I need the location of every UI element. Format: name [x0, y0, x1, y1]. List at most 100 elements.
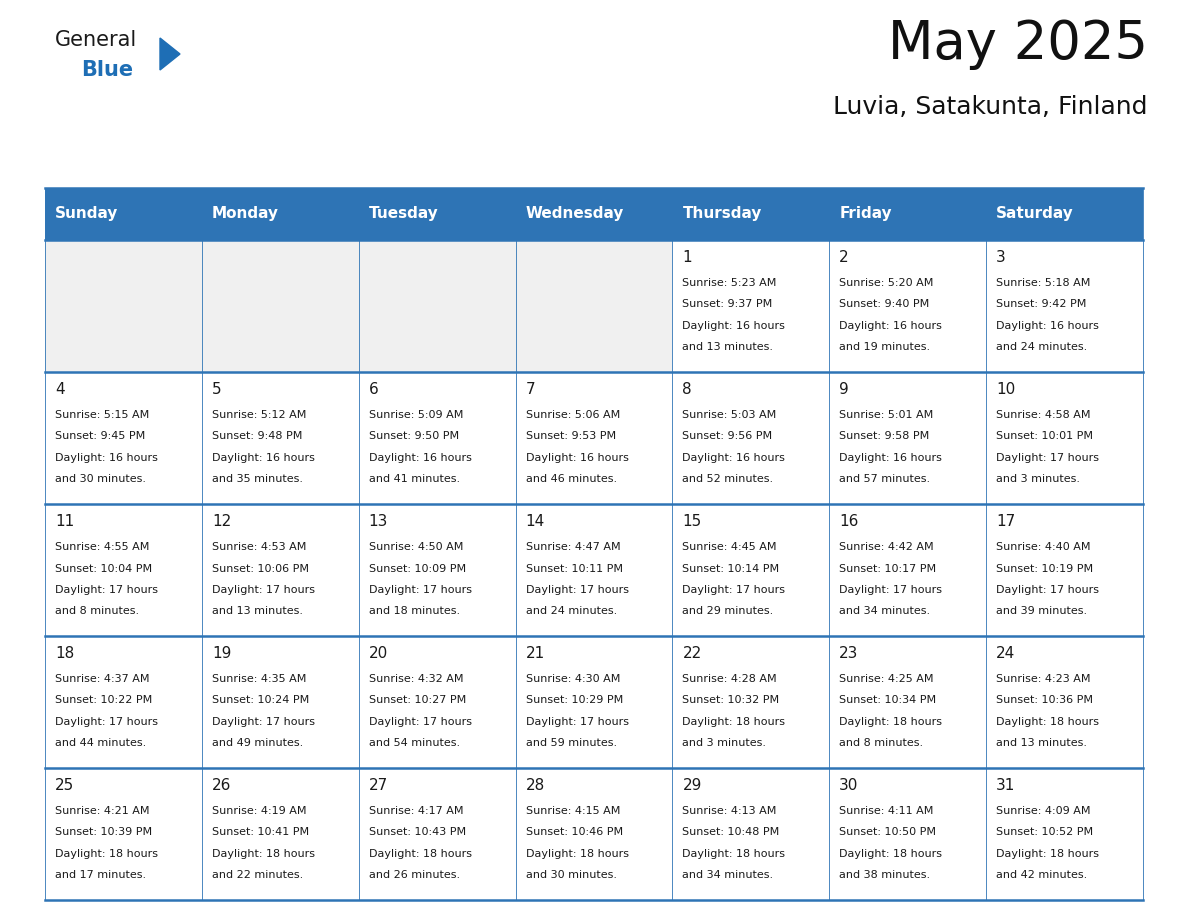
Text: 15: 15 [682, 514, 702, 529]
Text: and 8 minutes.: and 8 minutes. [839, 738, 923, 748]
Text: Tuesday: Tuesday [368, 207, 438, 221]
Text: Blue: Blue [81, 60, 133, 80]
Text: 27: 27 [368, 778, 388, 793]
Bar [516, 188, 672, 240]
Text: 2: 2 [839, 250, 849, 265]
Text: Sunset: 10:50 PM: Sunset: 10:50 PM [839, 827, 936, 837]
Text: Sunset: 10:09 PM: Sunset: 10:09 PM [368, 564, 466, 574]
Bar [829, 636, 986, 768]
Text: and 46 minutes.: and 46 minutes. [525, 475, 617, 485]
Text: Daylight: 17 hours: Daylight: 17 hours [368, 717, 472, 727]
Text: 18: 18 [55, 646, 74, 661]
Bar [986, 636, 1143, 768]
Bar [45, 240, 202, 372]
Text: Daylight: 16 hours: Daylight: 16 hours [211, 453, 315, 463]
Text: 9: 9 [839, 382, 849, 397]
Text: 24: 24 [997, 646, 1016, 661]
Text: Daylight: 18 hours: Daylight: 18 hours [839, 717, 942, 727]
Text: Sunrise: 4:42 AM: Sunrise: 4:42 AM [839, 542, 934, 552]
Text: 25: 25 [55, 778, 74, 793]
Bar [45, 504, 202, 636]
Text: and 24 minutes.: and 24 minutes. [525, 607, 617, 617]
Text: and 42 minutes.: and 42 minutes. [997, 870, 1087, 880]
Text: Daylight: 17 hours: Daylight: 17 hours [368, 585, 472, 595]
Text: Daylight: 16 hours: Daylight: 16 hours [997, 321, 1099, 331]
Text: Sunrise: 4:30 AM: Sunrise: 4:30 AM [525, 674, 620, 684]
Bar [672, 636, 829, 768]
Bar [202, 372, 359, 504]
Text: Daylight: 17 hours: Daylight: 17 hours [55, 585, 158, 595]
Text: Sunrise: 4:19 AM: Sunrise: 4:19 AM [211, 806, 307, 816]
Text: Sunset: 9:37 PM: Sunset: 9:37 PM [682, 299, 772, 309]
Text: Daylight: 17 hours: Daylight: 17 hours [682, 585, 785, 595]
Bar [202, 768, 359, 900]
Text: Daylight: 17 hours: Daylight: 17 hours [525, 717, 628, 727]
Text: and 22 minutes.: and 22 minutes. [211, 870, 303, 880]
Text: Sunset: 10:39 PM: Sunset: 10:39 PM [55, 827, 152, 837]
Text: 12: 12 [211, 514, 232, 529]
Text: 31: 31 [997, 778, 1016, 793]
Text: Daylight: 16 hours: Daylight: 16 hours [55, 453, 158, 463]
Bar [359, 504, 516, 636]
Text: Luvia, Satakunta, Finland: Luvia, Satakunta, Finland [834, 95, 1148, 119]
Text: Sunrise: 4:28 AM: Sunrise: 4:28 AM [682, 674, 777, 684]
Text: 1: 1 [682, 250, 693, 265]
Text: Daylight: 17 hours: Daylight: 17 hours [211, 585, 315, 595]
Bar [672, 188, 829, 240]
Bar [359, 372, 516, 504]
Text: 28: 28 [525, 778, 545, 793]
Text: Daylight: 16 hours: Daylight: 16 hours [525, 453, 628, 463]
Bar [986, 372, 1143, 504]
Text: Daylight: 18 hours: Daylight: 18 hours [997, 717, 1099, 727]
Bar [986, 504, 1143, 636]
Text: Sunset: 10:11 PM: Sunset: 10:11 PM [525, 564, 623, 574]
Text: Sunrise: 5:01 AM: Sunrise: 5:01 AM [839, 410, 934, 420]
Text: Daylight: 18 hours: Daylight: 18 hours [682, 849, 785, 859]
Text: Sunset: 10:14 PM: Sunset: 10:14 PM [682, 564, 779, 574]
Text: Daylight: 16 hours: Daylight: 16 hours [368, 453, 472, 463]
Bar [672, 240, 829, 372]
Text: Daylight: 16 hours: Daylight: 16 hours [839, 321, 942, 331]
Bar [202, 240, 359, 372]
Bar [829, 768, 986, 900]
Bar [202, 504, 359, 636]
Text: Sunrise: 4:32 AM: Sunrise: 4:32 AM [368, 674, 463, 684]
Text: and 34 minutes.: and 34 minutes. [682, 870, 773, 880]
Text: Daylight: 18 hours: Daylight: 18 hours [525, 849, 628, 859]
Text: Daylight: 18 hours: Daylight: 18 hours [997, 849, 1099, 859]
Text: Sunset: 9:50 PM: Sunset: 9:50 PM [368, 431, 459, 442]
Text: Sunset: 9:45 PM: Sunset: 9:45 PM [55, 431, 145, 442]
Bar [672, 372, 829, 504]
Text: Daylight: 18 hours: Daylight: 18 hours [839, 849, 942, 859]
Text: 7: 7 [525, 382, 536, 397]
Text: Sunrise: 4:53 AM: Sunrise: 4:53 AM [211, 542, 307, 552]
Text: Sunset: 9:48 PM: Sunset: 9:48 PM [211, 431, 302, 442]
Text: 17: 17 [997, 514, 1016, 529]
Text: Sunset: 9:58 PM: Sunset: 9:58 PM [839, 431, 929, 442]
Text: Sunset: 10:01 PM: Sunset: 10:01 PM [997, 431, 1093, 442]
Text: and 30 minutes.: and 30 minutes. [55, 475, 146, 485]
Text: Sunset: 10:43 PM: Sunset: 10:43 PM [368, 827, 466, 837]
Bar [202, 188, 359, 240]
Bar [516, 372, 672, 504]
Text: Sunrise: 4:21 AM: Sunrise: 4:21 AM [55, 806, 150, 816]
Text: and 34 minutes.: and 34 minutes. [839, 607, 930, 617]
Text: Sunrise: 4:58 AM: Sunrise: 4:58 AM [997, 410, 1091, 420]
Bar [829, 372, 986, 504]
Bar [359, 240, 516, 372]
Bar [516, 240, 672, 372]
Text: Sunrise: 4:11 AM: Sunrise: 4:11 AM [839, 806, 934, 816]
Text: Daylight: 18 hours: Daylight: 18 hours [55, 849, 158, 859]
Text: 3: 3 [997, 250, 1006, 265]
Text: 20: 20 [368, 646, 388, 661]
Text: Sunset: 9:53 PM: Sunset: 9:53 PM [525, 431, 615, 442]
Bar [45, 372, 202, 504]
Polygon shape [160, 38, 181, 70]
Text: Sunrise: 5:12 AM: Sunrise: 5:12 AM [211, 410, 307, 420]
Bar [986, 768, 1143, 900]
Text: Sunrise: 4:50 AM: Sunrise: 4:50 AM [368, 542, 463, 552]
Text: and 30 minutes.: and 30 minutes. [525, 870, 617, 880]
Text: Sunrise: 5:20 AM: Sunrise: 5:20 AM [839, 278, 934, 288]
Bar [672, 504, 829, 636]
Text: and 3 minutes.: and 3 minutes. [997, 475, 1080, 485]
